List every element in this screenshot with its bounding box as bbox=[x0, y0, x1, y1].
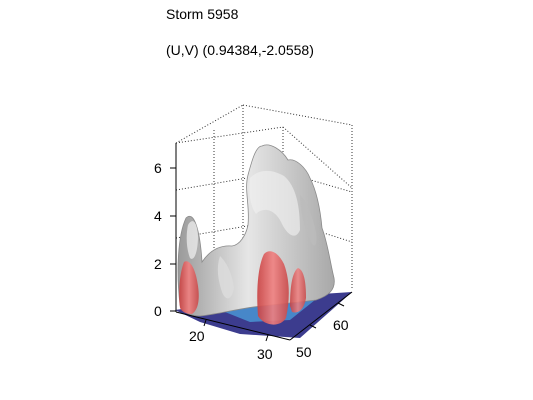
chart-subtitle: (U,V) (0.94384,-2.0558) bbox=[166, 42, 314, 58]
z-tick-4: 4 bbox=[154, 208, 162, 224]
storm-cores bbox=[179, 251, 306, 325]
isosurface-cloud bbox=[177, 144, 335, 317]
z-tick-6: 6 bbox=[154, 160, 162, 176]
axis-lines bbox=[170, 143, 353, 342]
chart-title: Storm 5958 bbox=[166, 6, 239, 22]
x-tick-30: 30 bbox=[257, 346, 273, 362]
y-tick-60: 60 bbox=[333, 317, 349, 333]
z-tick-2: 2 bbox=[154, 256, 162, 272]
y-tick-50: 50 bbox=[296, 344, 312, 360]
z-tick-0: 0 bbox=[154, 303, 162, 319]
x-tick-20: 20 bbox=[189, 328, 205, 344]
